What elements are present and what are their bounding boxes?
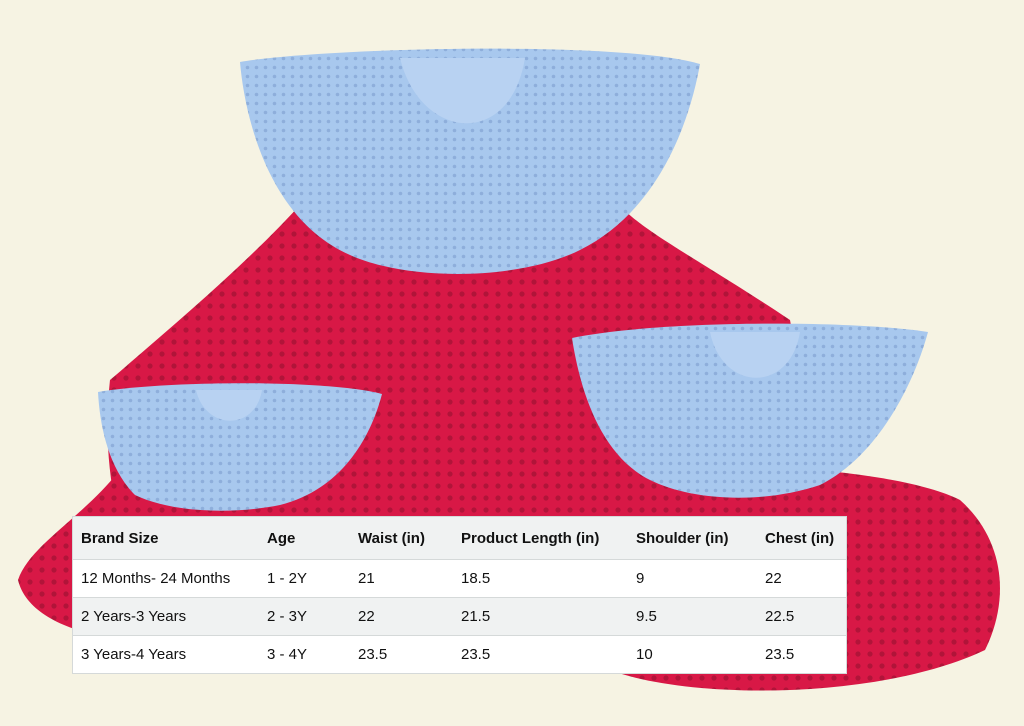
cell-age: 1 - 2Y <box>259 559 350 598</box>
cell-shoulder: 9.5 <box>628 597 757 636</box>
table-row: 3 Years-4 Years 3 - 4Y 23.5 23.5 10 23.5 <box>73 636 847 674</box>
size-chart-header-row: Brand Size Age Waist (in) Product Length… <box>72 516 847 560</box>
header-chest: Chest (in) <box>757 516 847 560</box>
cell-chest: 22.5 <box>757 597 847 636</box>
cell-brand-size: 2 Years-3 Years <box>72 597 259 636</box>
table-row: 12 Months- 24 Months 1 - 2Y 21 18.5 9 22 <box>72 559 847 598</box>
cell-shoulder: 9 <box>628 559 757 598</box>
cell-product-length: 23.5 <box>461 646 491 663</box>
cell-chest: 22 <box>757 559 847 598</box>
cell-chest: 23.5 <box>765 646 795 663</box>
table-row: 2 Years-3 Years 2 - 3Y 22 21.5 9.5 22.5 <box>72 597 847 636</box>
cell-brand-size: 12 Months- 24 Months <box>72 559 259 598</box>
cell-product-length: 18.5 <box>453 559 628 598</box>
cell-waist: 23.5 <box>358 646 388 663</box>
cell-age: 3 - 4Y <box>267 646 308 663</box>
cell-product-length: 21.5 <box>453 597 628 636</box>
cell-brand-size: 3 Years-4 Years <box>81 646 187 663</box>
header-brand-size: Brand Size <box>72 516 259 560</box>
cell-waist: 22 <box>350 597 453 636</box>
cell-waist: 21 <box>350 559 453 598</box>
header-age: Age <box>259 516 350 560</box>
header-product-length: Product Length (in) <box>453 516 628 560</box>
header-shoulder: Shoulder (in) <box>628 516 757 560</box>
header-waist: Waist (in) <box>350 516 453 560</box>
size-chart-table: Brand Size Age Waist (in) Product Length… <box>72 516 847 674</box>
cell-age: 2 - 3Y <box>259 597 350 636</box>
medium-dress-image <box>572 323 1000 691</box>
cell-shoulder: 10 <box>636 646 653 663</box>
